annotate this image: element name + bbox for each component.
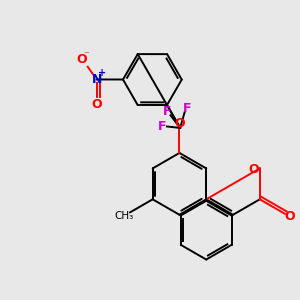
- Text: CH₃: CH₃: [115, 211, 134, 221]
- Text: F: F: [158, 120, 167, 133]
- Text: O: O: [91, 98, 102, 111]
- Text: O: O: [284, 210, 295, 223]
- Text: O: O: [174, 117, 185, 130]
- Text: N: N: [92, 73, 102, 86]
- Text: ⁻: ⁻: [84, 50, 89, 60]
- Text: O: O: [76, 53, 87, 66]
- Text: +: +: [98, 68, 106, 78]
- Text: O: O: [248, 164, 259, 176]
- Text: F: F: [183, 102, 192, 115]
- Text: F: F: [163, 105, 171, 118]
